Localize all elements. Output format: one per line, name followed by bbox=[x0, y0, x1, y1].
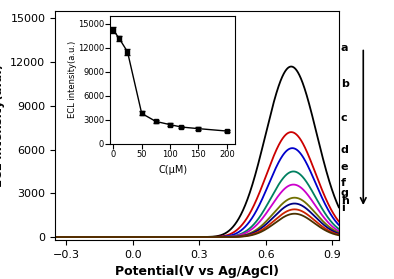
Text: c: c bbox=[341, 112, 348, 122]
Y-axis label: ECL intensity(a.u.): ECL intensity(a.u.) bbox=[0, 64, 5, 187]
Text: a: a bbox=[341, 43, 348, 52]
Text: f: f bbox=[341, 178, 346, 188]
Text: e: e bbox=[341, 162, 348, 172]
X-axis label: Potential(V vs Ag/AgCl): Potential(V vs Ag/AgCl) bbox=[115, 265, 279, 278]
Text: g: g bbox=[341, 188, 349, 198]
Text: h: h bbox=[341, 196, 349, 206]
Text: i: i bbox=[341, 203, 345, 213]
Text: b: b bbox=[341, 79, 349, 89]
Text: d: d bbox=[341, 145, 349, 155]
